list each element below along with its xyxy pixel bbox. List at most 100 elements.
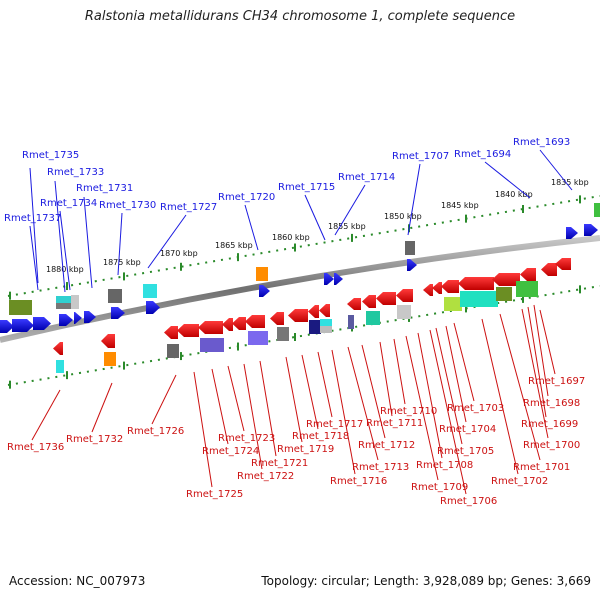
scale-label: 1880 kbp bbox=[46, 265, 84, 274]
reverse-gene-arrow bbox=[177, 324, 199, 337]
leader-line bbox=[147, 214, 187, 269]
reverse-gene-label: Rmet_1725 bbox=[186, 489, 243, 500]
forward-gene-arrow bbox=[407, 259, 417, 271]
reverse-gene-label: Rmet_1703 bbox=[447, 403, 504, 414]
reverse-gene-arrow bbox=[232, 317, 246, 330]
forward-gene-arrow bbox=[146, 301, 160, 314]
reverse-gene-arrow bbox=[362, 295, 376, 308]
forward-gene-label: Rmet_1693 bbox=[513, 137, 570, 148]
leader-line bbox=[521, 308, 549, 439]
reverse-gene-arrow bbox=[101, 334, 115, 348]
reverse-gene-label: Rmet_1702 bbox=[491, 476, 548, 487]
reverse-gene-arrow bbox=[441, 280, 459, 293]
reverse-gene-label: Rmet_1712 bbox=[358, 440, 415, 451]
scale-label: 1855 kbp bbox=[328, 222, 366, 231]
reverse-gene-arrow bbox=[245, 315, 265, 328]
forward-gene-label: Rmet_1735 bbox=[22, 150, 79, 161]
leader-line bbox=[54, 180, 66, 293]
reverse-gene-arrow bbox=[541, 263, 557, 276]
reverse-gene-label: Rmet_1704 bbox=[439, 424, 496, 435]
accession-text: Accession: NC_007973 bbox=[9, 574, 146, 588]
feature-box bbox=[444, 297, 462, 311]
forward-gene-label: Rmet_1737 bbox=[4, 213, 61, 224]
feature-box bbox=[56, 360, 64, 373]
forward-gene-label: Rmet_1734 bbox=[40, 198, 97, 209]
topology-summary: Topology: circular; Length: 3,928,089 bp… bbox=[261, 574, 591, 588]
leader-line bbox=[243, 363, 263, 470]
leader-line bbox=[379, 341, 393, 417]
leader-line bbox=[117, 212, 123, 276]
forward-gene-arrow bbox=[33, 317, 51, 330]
reverse-gene-label: Rmet_1697 bbox=[528, 376, 585, 387]
reverse-gene-label: Rmet_1706 bbox=[440, 496, 497, 507]
feature-box bbox=[143, 284, 157, 298]
forward-gene-label: Rmet_1730 bbox=[99, 200, 156, 211]
scale-label: 1870 kbp bbox=[160, 249, 198, 258]
forward-gene-arrow bbox=[84, 311, 96, 323]
reverse-gene-label: Rmet_1711 bbox=[366, 418, 423, 429]
leader-line bbox=[29, 225, 39, 291]
scale-labels: 1880 kbp 1875 kbp 1870 kbp 1865 kbp 1860 kbp… bbox=[46, 178, 589, 274]
leader-line bbox=[347, 346, 379, 461]
feature-box bbox=[167, 344, 179, 358]
reverse-gene-label: Rmet_1709 bbox=[411, 482, 468, 493]
reverse-gene-label: Rmet_1736 bbox=[7, 442, 64, 453]
forward-gene-label: Rmet_1720 bbox=[218, 192, 275, 203]
leader-line bbox=[151, 374, 177, 425]
forward-gene-label: Rmet_1694 bbox=[454, 149, 511, 160]
reverse-gene-label: Rmet_1717 bbox=[306, 419, 363, 430]
feature-box bbox=[108, 289, 122, 303]
leader-line bbox=[484, 161, 531, 199]
reverse-gene-arrow bbox=[423, 284, 433, 296]
reverse-gene-arrow bbox=[319, 304, 330, 317]
reverse-gene-arrow bbox=[308, 305, 319, 318]
leader-line bbox=[499, 313, 541, 461]
gene-features bbox=[0, 203, 600, 373]
leader-line bbox=[331, 349, 356, 475]
feature-box bbox=[256, 267, 268, 281]
reverse-gene-arrow bbox=[270, 312, 284, 325]
reverse-gene-label: Rmet_1722 bbox=[237, 471, 294, 482]
reverse-gene-arrow bbox=[347, 298, 361, 310]
reverse-gene-arrow bbox=[222, 318, 233, 331]
leader-line bbox=[244, 204, 259, 251]
leader-line bbox=[91, 382, 113, 433]
forward-gene-label: Rmet_1731 bbox=[76, 183, 133, 194]
forward-gene-label: Rmet_1733 bbox=[47, 167, 104, 178]
leader-line bbox=[317, 351, 333, 418]
leader-line bbox=[259, 360, 277, 457]
reverse-gene-arrow bbox=[164, 326, 178, 339]
scale-label: 1860 kbp bbox=[272, 233, 310, 242]
feature-box bbox=[460, 291, 498, 307]
forward-gene-arrow bbox=[12, 319, 34, 332]
forward-gene-arrow bbox=[566, 227, 578, 239]
forward-gene-arrow bbox=[59, 314, 73, 326]
label-leader-lines bbox=[29, 149, 573, 495]
forward-gene-label: Rmet_1714 bbox=[338, 172, 395, 183]
leader-line bbox=[407, 163, 421, 236]
forward-gene-arrow bbox=[74, 312, 82, 324]
feature-box bbox=[9, 300, 32, 315]
leader-line bbox=[453, 322, 475, 402]
forward-gene-arrow bbox=[0, 320, 14, 333]
scale-label: 1845 kbp bbox=[441, 201, 479, 210]
reverse-gene-arrow bbox=[458, 277, 494, 290]
reverse-gene-label: Rmet_1721 bbox=[251, 458, 308, 469]
leader-line bbox=[31, 389, 61, 441]
reverse-gene-arrow bbox=[288, 309, 308, 322]
feature-box bbox=[405, 241, 415, 255]
map-title: Ralstonia metallidurans CH34 chromosome … bbox=[84, 9, 516, 24]
feature-box bbox=[320, 319, 332, 326]
reverse-gene-label: Rmet_1700 bbox=[523, 440, 580, 451]
leader-line bbox=[405, 335, 439, 481]
reverse-gene-label: Rmet_1726 bbox=[127, 426, 184, 437]
reverse-gene-label: Rmet_1716 bbox=[330, 476, 387, 487]
leader-line bbox=[301, 354, 319, 430]
forward-gene-arrow bbox=[324, 273, 334, 285]
reverse-gene-label: Rmet_1732 bbox=[66, 434, 123, 445]
reverse-gene-label: Rmet_1698 bbox=[523, 398, 580, 409]
reverse-gene-arrow bbox=[198, 321, 223, 334]
reverse-gene-arrow bbox=[376, 292, 396, 305]
